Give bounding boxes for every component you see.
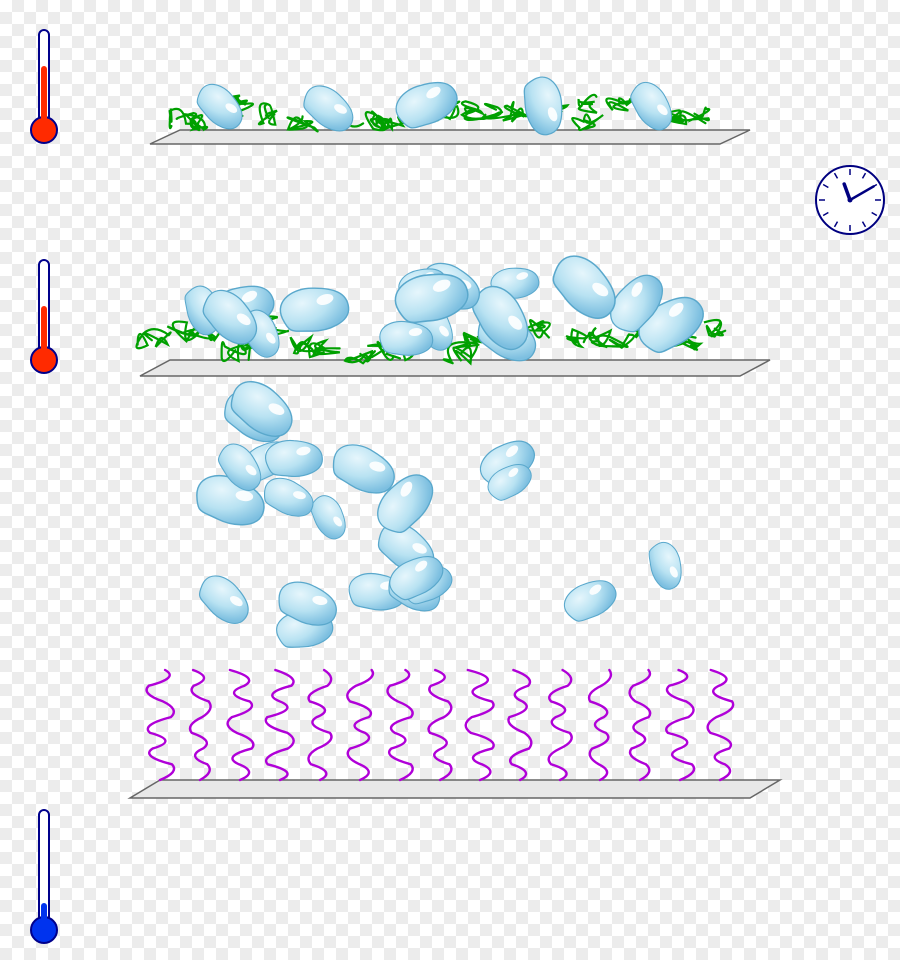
polymer-chain-icon: [388, 670, 413, 780]
thermometer-fluid: [41, 66, 47, 130]
cell-icon: [260, 475, 317, 520]
cell-body: [389, 70, 463, 138]
polymer-chain-icon: [228, 670, 254, 780]
polymer-chain-icon: [466, 670, 494, 780]
polymer-chain-icon: [347, 670, 373, 780]
substrate-plate: [150, 130, 750, 144]
polymer-coil-icon: [572, 114, 603, 130]
polymer-chain-icon: [147, 670, 174, 780]
cell-icon: [192, 570, 258, 630]
thermometer-fluid: [41, 306, 47, 360]
cell-body: [192, 570, 258, 630]
polymer-chain-icon: [308, 670, 331, 780]
polymer-coil-icon: [579, 95, 597, 113]
cell-body: [623, 76, 682, 136]
polymer-chain-icon: [589, 670, 611, 780]
polymer-chain-icon: [549, 670, 572, 780]
cell-sheet-diagram: [0, 0, 900, 960]
cell-body: [260, 475, 317, 520]
polymer-coil-icon: [567, 329, 587, 346]
polymer-chain-icon: [266, 670, 294, 780]
polymer-chain-icon: [429, 670, 452, 780]
substrate-plate: [130, 780, 780, 798]
cell-icon: [389, 70, 463, 138]
cell-body: [223, 375, 301, 444]
cell-icon: [328, 440, 400, 498]
polymer-chain-icon: [708, 670, 733, 780]
cell-body: [328, 440, 400, 498]
clock-pin: [848, 198, 853, 203]
polymer-coil-icon: [309, 341, 340, 357]
polymer-coil-icon: [598, 334, 634, 347]
polymer-chain-icon: [508, 670, 531, 780]
thermometer-fluid: [41, 903, 47, 930]
polymer-chain-icon: [666, 670, 694, 780]
cell-body: [297, 80, 361, 137]
polymer-coil-icon: [259, 103, 277, 124]
polymer-chain-icon: [190, 670, 211, 780]
cell-icon: [297, 80, 361, 137]
substrate-plate: [140, 360, 770, 376]
cell-body: [642, 538, 691, 594]
cell-icon: [642, 538, 691, 594]
polymer-chain-icon: [630, 670, 651, 780]
polymer-coil-icon: [288, 116, 318, 131]
cell-body: [558, 570, 622, 630]
cell-icon: [558, 570, 622, 630]
polymer-coil-icon: [704, 320, 725, 337]
polymer-coil-icon: [136, 329, 170, 348]
cell-icon: [223, 375, 301, 444]
cell-icon: [623, 76, 682, 136]
